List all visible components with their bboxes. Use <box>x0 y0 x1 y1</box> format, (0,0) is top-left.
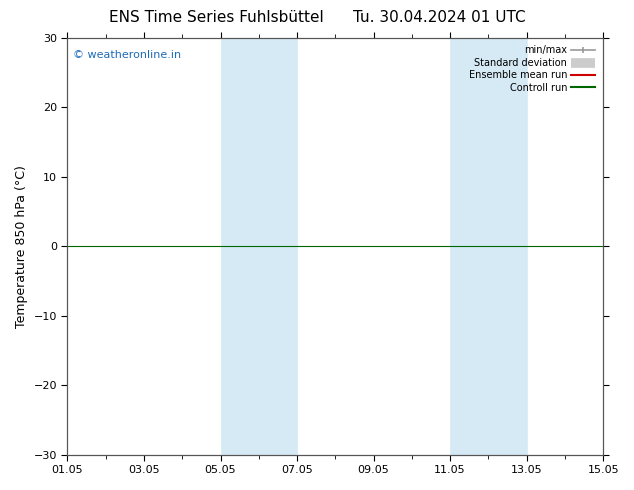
Bar <box>450 38 488 455</box>
Bar <box>488 38 527 455</box>
Y-axis label: Temperature 850 hPa (°C): Temperature 850 hPa (°C) <box>15 165 28 328</box>
Text: © weatheronline.in: © weatheronline.in <box>73 50 181 60</box>
Bar <box>221 38 259 455</box>
Text: ENS Time Series Fuhlsbüttel      Tu. 30.04.2024 01 UTC: ENS Time Series Fuhlsbüttel Tu. 30.04.20… <box>108 10 526 25</box>
Bar <box>259 38 297 455</box>
Legend: min/max, Standard deviation, Ensemble mean run, Controll run: min/max, Standard deviation, Ensemble me… <box>466 43 598 96</box>
